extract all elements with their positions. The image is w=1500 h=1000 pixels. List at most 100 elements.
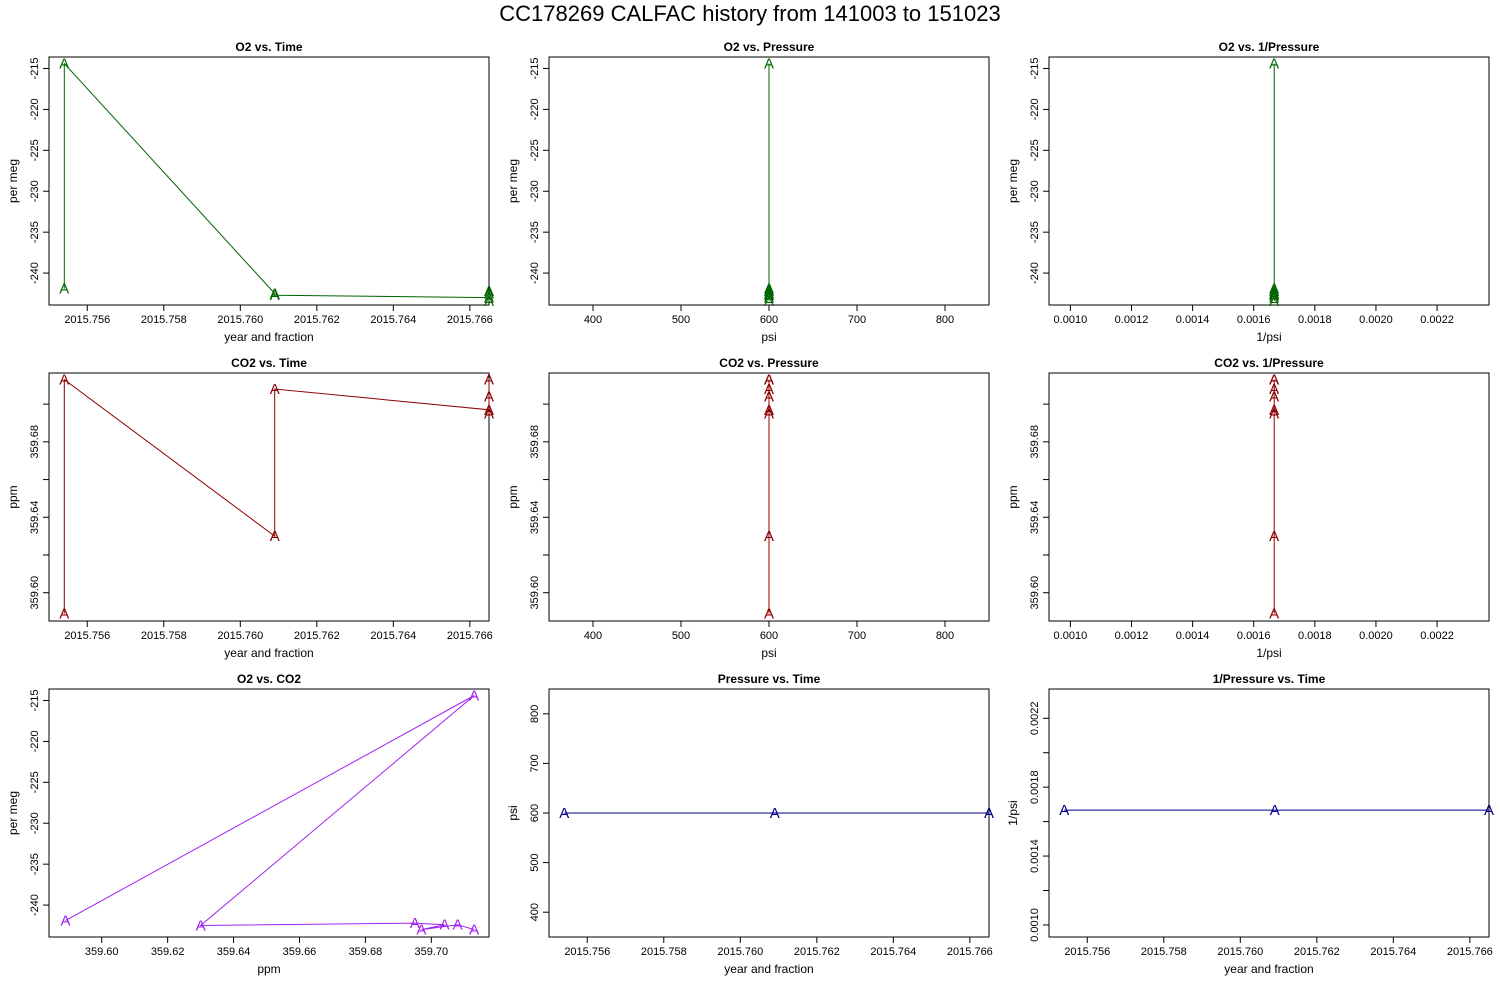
- plot-frame: [48, 56, 490, 306]
- y-tick-label: -225: [529, 139, 541, 161]
- y-tick-label: -240: [29, 262, 41, 284]
- x-tick-label: 2015.764: [370, 314, 416, 326]
- y-tick-label: -215: [529, 57, 541, 79]
- data-point: A: [469, 922, 479, 939]
- y-tick-label: 600: [529, 804, 541, 822]
- y-tick-label: -230: [529, 180, 541, 202]
- data-point: A: [484, 406, 494, 423]
- y-tick-label: 359.64: [529, 500, 541, 534]
- x-axis-label: year and fraction: [1224, 962, 1313, 976]
- chart-title: O2 vs. Pressure: [724, 40, 815, 54]
- y-tick-label: 359.68: [29, 425, 41, 459]
- data-point: A: [764, 389, 774, 406]
- data-point: A: [1269, 286, 1279, 303]
- data-point: A: [764, 56, 774, 73]
- y-tick-label: 359.68: [1029, 425, 1041, 459]
- y-tick-label: 0.0010: [1029, 908, 1041, 942]
- x-tick-label: 2015.758: [641, 946, 687, 958]
- x-tick-label: 359.66: [283, 946, 317, 958]
- data-point: A: [764, 287, 774, 304]
- y-tick-label: 359.60: [29, 576, 41, 610]
- data-point: A: [484, 372, 494, 389]
- data-point: A: [469, 688, 479, 705]
- x-axis-label: 1/psi: [1256, 330, 1281, 344]
- chart-panel: O2 vs. 1/Pressure 0.0010 0.0012 0.0014 0.001…: [1006, 40, 1490, 344]
- x-tick-label: 0.0018: [1298, 314, 1332, 326]
- data-point: A: [60, 913, 70, 930]
- x-tick-label: 359.60: [85, 946, 119, 958]
- y-tick-label: 0.0022: [1029, 701, 1041, 735]
- data-point: A: [1269, 283, 1279, 300]
- y-axis-label: per meg: [6, 791, 20, 835]
- chart-title: CO2 vs. Pressure: [719, 356, 819, 370]
- x-tick-label: 0.0014: [1176, 314, 1210, 326]
- chart-panel: O2 vs. Pressure 400 500 600 700 800 -215 -220 -2…: [506, 40, 990, 344]
- y-tick-label: -220: [1029, 98, 1041, 120]
- x-tick-label: 2015.766: [447, 314, 493, 326]
- x-tick-label: 0.0016: [1237, 314, 1271, 326]
- y-tick-label: -240: [529, 262, 541, 284]
- data-point: A: [1270, 802, 1280, 819]
- x-tick-label: 0.0016: [1237, 630, 1271, 642]
- plot-frame: [48, 688, 490, 938]
- y-tick-label: -225: [1029, 139, 1041, 161]
- data-point: A: [764, 283, 774, 300]
- data-point: A: [453, 917, 463, 934]
- y-tick-label: 359.60: [1029, 576, 1041, 610]
- x-tick-label: 2015.762: [294, 630, 340, 642]
- data-point: A: [1269, 402, 1279, 419]
- x-tick-label: 800: [936, 314, 954, 326]
- data-point: A: [764, 402, 774, 419]
- x-tick-label: 0.0014: [1176, 630, 1210, 642]
- data-point: A: [1269, 406, 1279, 423]
- data-point: A: [270, 287, 280, 304]
- plot-frame: [1048, 688, 1490, 938]
- chart-title: 1/Pressure vs. Time: [1213, 672, 1326, 686]
- x-axis-label: year and fraction: [224, 646, 313, 660]
- x-tick-label: 0.0012: [1115, 630, 1149, 642]
- x-axis-label: year and fraction: [224, 330, 313, 344]
- x-tick-label: 500: [672, 630, 690, 642]
- x-tick-label: 2015.764: [870, 946, 916, 958]
- y-tick-label: -240: [1029, 262, 1041, 284]
- series-line: [63, 62, 490, 301]
- x-tick-label: 0.0020: [1359, 314, 1393, 326]
- x-tick-label: 700: [848, 630, 866, 642]
- y-tick-label: -215: [29, 689, 41, 711]
- data-point: A: [1269, 56, 1279, 73]
- data-point: A: [270, 381, 280, 398]
- data-point: A: [270, 528, 280, 545]
- data-point: A: [1269, 605, 1279, 622]
- y-tick-label: -230: [29, 180, 41, 202]
- x-tick-label: 2015.756: [1064, 946, 1110, 958]
- data-point: A: [410, 915, 420, 932]
- data-point: A: [1269, 372, 1279, 389]
- data-point: A: [484, 283, 494, 300]
- y-axis-label: psi: [506, 805, 520, 820]
- data-point: A: [484, 290, 494, 307]
- data-point: A: [439, 917, 449, 934]
- x-tick-label: 2015.756: [64, 314, 110, 326]
- chart-panel: 1/Pressure vs. Time 2015.756 2015.758 2015.…: [1006, 672, 1494, 976]
- data-point: A: [1269, 389, 1279, 406]
- x-tick-label: 359.68: [349, 946, 383, 958]
- data-point: A: [764, 372, 774, 389]
- x-axis-label: year and fraction: [724, 962, 813, 976]
- chart-panel: Pressure vs. Time 2015.756 2015.758 2015.76…: [506, 672, 994, 976]
- data-point: A: [764, 281, 774, 298]
- chart-panel: O2 vs. Time 2015.756 2015.758 2015.760 2015.…: [6, 40, 494, 344]
- y-axis-label: ppm: [1006, 485, 1020, 508]
- data-point: A: [1269, 287, 1279, 304]
- data-point: A: [1484, 802, 1494, 819]
- data-point: A: [484, 286, 494, 303]
- y-tick-label: 0.0014: [1029, 839, 1041, 873]
- data-point: A: [764, 406, 774, 423]
- data-point: A: [764, 290, 774, 307]
- x-tick-label: 359.64: [217, 946, 251, 958]
- x-axis-label: ppm: [257, 962, 280, 976]
- y-tick-label: -235: [1029, 221, 1041, 243]
- y-tick-label: -225: [29, 771, 41, 793]
- data-point: A: [484, 402, 494, 419]
- data-point: A: [270, 286, 280, 303]
